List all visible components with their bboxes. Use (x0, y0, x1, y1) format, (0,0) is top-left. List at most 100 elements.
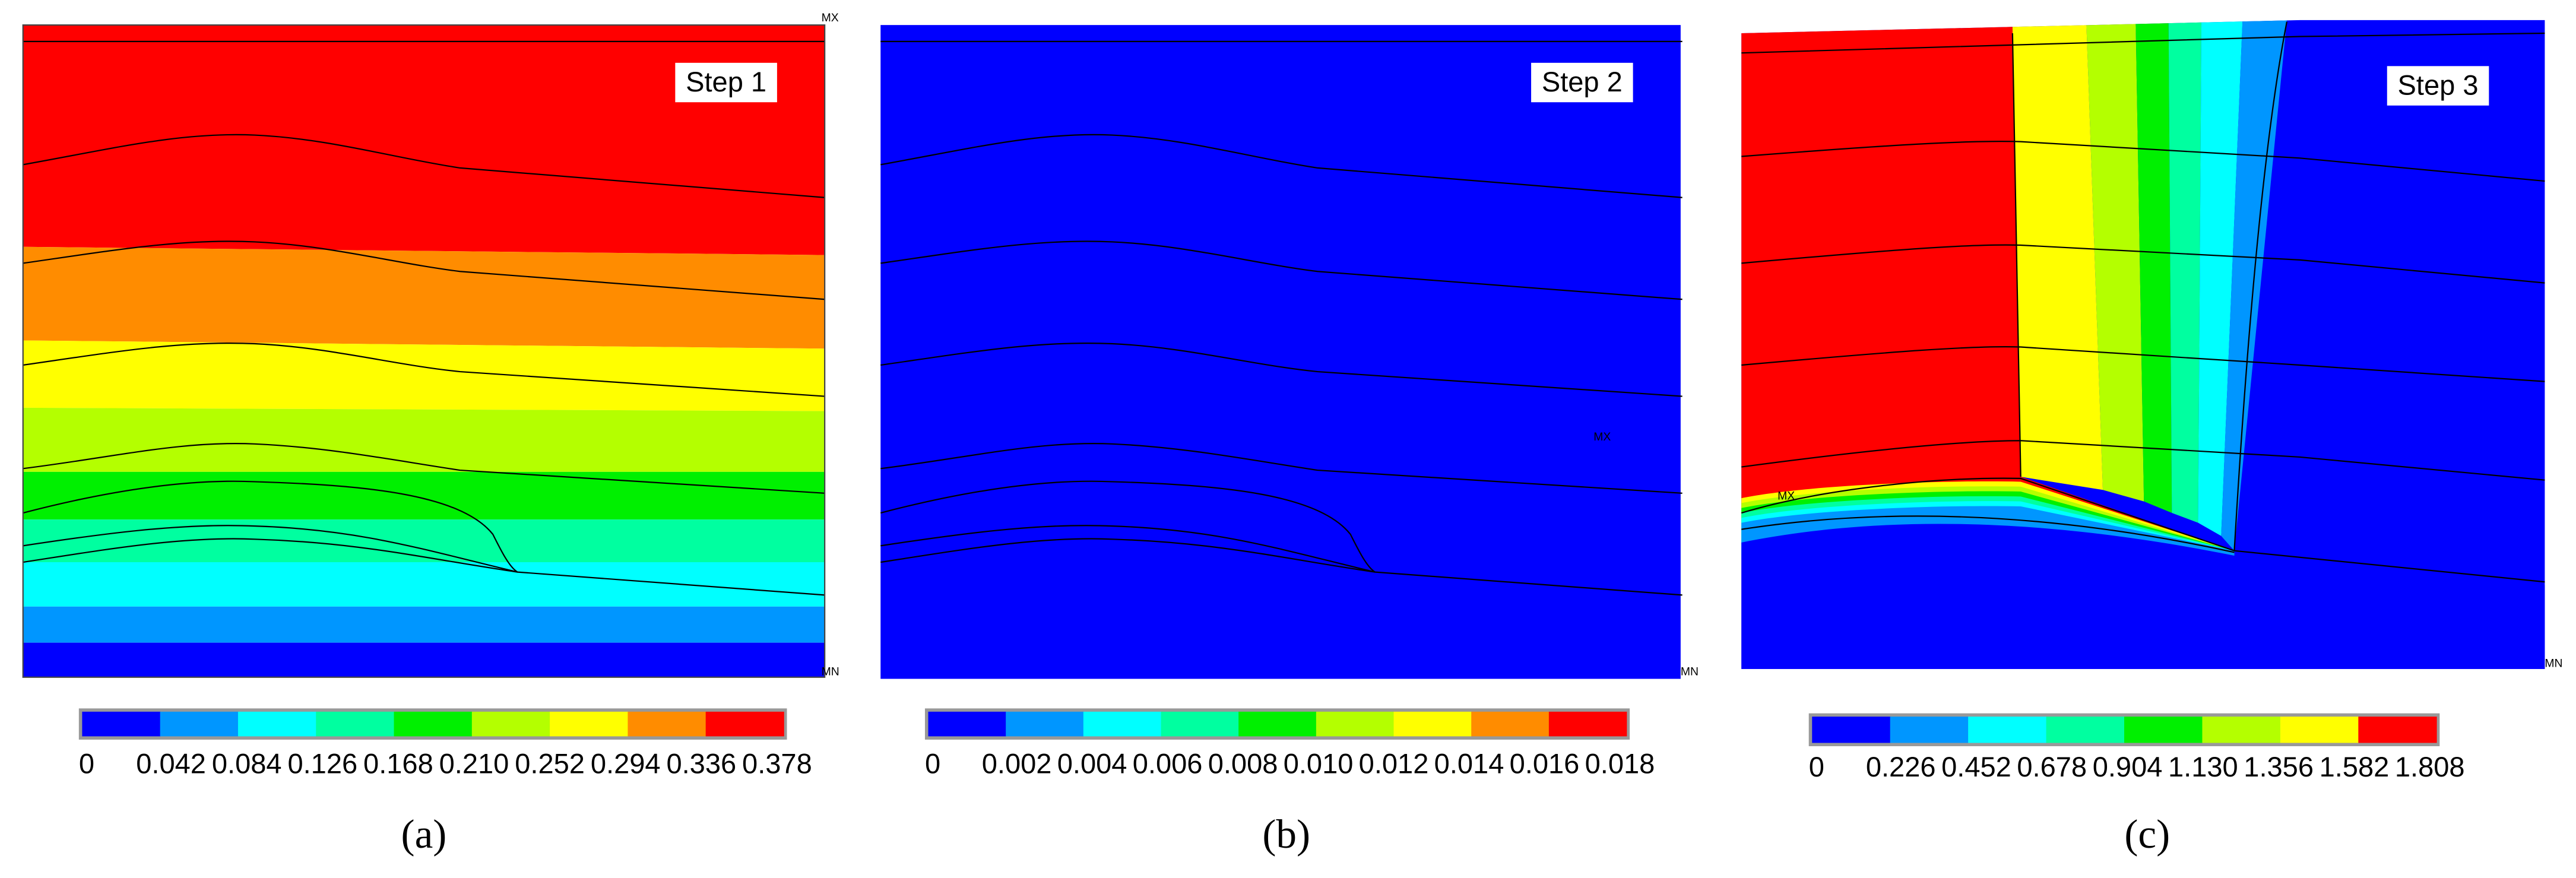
colorbar-label: 0 (79, 748, 94, 779)
colorbar-swatch (160, 711, 239, 737)
contour-band (23, 246, 825, 349)
colorbar-swatch (82, 711, 161, 737)
contour-band (23, 407, 825, 472)
contour-band (23, 340, 825, 411)
colorbar-label: 0 (925, 748, 940, 779)
colorbar-label: 0.014 (1434, 748, 1504, 779)
colorbar-label: 0.294 (591, 748, 661, 779)
step-label-box (675, 62, 777, 103)
step-label: Step 3 (2398, 69, 2479, 101)
step-label-box (1531, 62, 1633, 103)
contour-band (2135, 23, 2172, 514)
layer-line (880, 525, 1376, 573)
contour-band (23, 562, 825, 607)
colorbar-swatch (1968, 717, 2047, 743)
colorbar-swatch (2202, 717, 2281, 743)
colorbar-swatch (705, 711, 784, 737)
layer-line (880, 442, 1683, 494)
contour-band (23, 519, 825, 563)
layer-line (23, 134, 825, 198)
colorbar-swatch (394, 711, 473, 737)
colorbar-label: 0 (1809, 751, 1824, 782)
max-marker: MX (1593, 430, 1611, 443)
colorbar-swatch (1238, 711, 1317, 737)
layer-line (880, 342, 1683, 397)
colorbar-swatch (1161, 711, 1240, 737)
step-label: Step 2 (1542, 66, 1623, 97)
colorbar-label: 0.012 (1359, 748, 1429, 779)
step-label-box (2387, 66, 2489, 106)
colorbar-swatch (1006, 711, 1084, 737)
colorbar-swatch (1083, 711, 1162, 737)
layer-line (2011, 33, 2021, 477)
colorbar-swatch (2046, 717, 2125, 743)
layer-line (1741, 440, 2545, 481)
colorbar-swatch (550, 711, 629, 737)
layer-line (23, 240, 825, 300)
panel-frame (22, 24, 826, 678)
layer-line (880, 538, 1376, 573)
min-marker: MN (822, 665, 839, 679)
layer-line (2233, 21, 2288, 551)
contour-band (1741, 27, 2021, 493)
contour-band (2086, 24, 2144, 502)
colorbar-swatch (237, 711, 317, 737)
colorbar-label: 0.252 (515, 748, 585, 779)
colorbar-swatch (1890, 717, 1969, 743)
colorbar-label: 0.452 (1941, 751, 2011, 782)
contour-band (23, 25, 825, 255)
colorbar-swatch (1316, 711, 1395, 737)
panel-caption: (c) (2124, 811, 2170, 857)
layer-line (1741, 244, 2545, 284)
colorbar-label: 0.336 (666, 748, 736, 779)
contour-band (1741, 524, 2545, 669)
colorbar-label: 0.018 (1585, 748, 1655, 779)
layer-line (880, 480, 1683, 596)
colorbar-swatch (628, 711, 706, 737)
layer-line (1741, 515, 2235, 553)
layer-line (23, 342, 825, 397)
colorbar-label: 0.006 (1133, 748, 1203, 779)
min-marker: MN (1681, 665, 1699, 679)
colorbar-swatch (2124, 717, 2203, 743)
layer-line (23, 480, 825, 596)
max-marker: MX (1777, 489, 1795, 502)
layer-line (1741, 32, 2545, 54)
contour-band (2012, 25, 2103, 490)
colorbar-label: 0.168 (363, 748, 433, 779)
colorbar-swatch (2280, 717, 2359, 743)
panel-caption: (a) (401, 811, 447, 857)
colorbar-label: 0.010 (1284, 748, 1354, 779)
contour-band (2198, 21, 2243, 536)
colorbar-swatch (928, 711, 1006, 737)
colorbar-label: 0.210 (439, 748, 509, 779)
colorbar-label: 0.002 (982, 748, 1052, 779)
colorbar-label: 0.378 (742, 748, 812, 779)
contour-band (23, 606, 825, 643)
colorbar-label: 0.084 (212, 748, 282, 779)
layer-line (1741, 477, 2545, 583)
colorbar-label: 1.130 (2168, 751, 2238, 782)
layer-line (880, 134, 1683, 198)
colorbar-label: 0.042 (136, 748, 206, 779)
layer-line (880, 240, 1683, 300)
contour-band (880, 25, 1681, 679)
colorbar-label: 0.678 (2017, 751, 2087, 782)
max-marker: MX (822, 11, 839, 24)
colorbar-swatch (1471, 711, 1550, 737)
layer-line (23, 538, 518, 573)
colorbar-label: 1.356 (2244, 751, 2314, 782)
colorbar-label: 0.016 (1510, 748, 1580, 779)
colorbar-swatch (2358, 717, 2437, 743)
colorbar-swatch (471, 711, 550, 737)
colorbar-swatch (1393, 711, 1472, 737)
colorbar-swatch (1548, 711, 1627, 737)
layer-line (1741, 141, 2545, 182)
colorbar-label: 0.126 (287, 748, 357, 779)
contour-band (2168, 22, 2202, 523)
min-marker: MN (2545, 657, 2562, 670)
colorbar-swatch (316, 711, 395, 737)
colorbar-label: 0.904 (2093, 751, 2163, 782)
colorbar-label: 0.226 (1866, 751, 1936, 782)
